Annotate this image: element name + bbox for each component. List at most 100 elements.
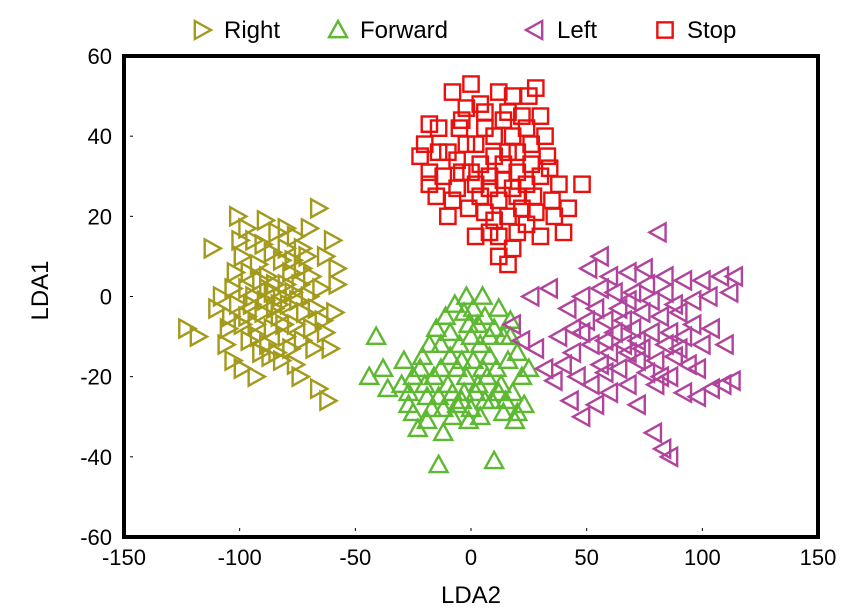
data-point: [630, 337, 651, 360]
data-point: [489, 227, 508, 246]
data-point: [323, 229, 344, 252]
data-point: [418, 333, 441, 353]
data-point: [658, 445, 679, 468]
data-point: [616, 289, 637, 312]
data-point: [570, 405, 591, 428]
data-point: [471, 285, 494, 305]
data-point: [686, 385, 707, 408]
series-right: [178, 197, 349, 412]
legend-item-left: Left: [523, 17, 597, 44]
data-point: [450, 349, 473, 370]
data-point: [427, 385, 450, 406]
points-layer: [178, 75, 744, 474]
y-axis-title: LDA1: [27, 260, 54, 320]
data-point: [425, 317, 448, 337]
legend-label: Right: [224, 17, 280, 44]
data-point: [589, 245, 609, 268]
data-point: [457, 99, 476, 117]
data-point: [526, 79, 545, 97]
legend-marker-triangle-right-icon: [193, 18, 214, 42]
data-point: [556, 297, 577, 320]
data-point: [372, 357, 395, 378]
x-tick-label: -50: [339, 545, 371, 570]
data-point: [489, 83, 508, 101]
data-point: [506, 341, 529, 362]
data-point: [524, 337, 545, 360]
data-point: [316, 245, 337, 268]
data-point: [575, 309, 596, 332]
data-point: [466, 227, 485, 246]
data-point: [252, 269, 272, 292]
data-point: [240, 261, 261, 284]
data-point: [593, 361, 614, 384]
data-point: [635, 273, 656, 296]
legend-label: Forward: [360, 17, 448, 44]
data-point: [508, 223, 527, 242]
x-tick-label: 0: [465, 545, 477, 570]
data-point: [455, 285, 478, 305]
data-point: [612, 309, 633, 332]
y-tick-label: -20: [80, 365, 112, 390]
data-point: [485, 357, 508, 378]
data-point: [420, 163, 439, 182]
data-point: [593, 329, 614, 352]
data-point: [434, 305, 457, 325]
data-point: [697, 285, 718, 308]
data-point: [616, 261, 637, 284]
data-point: [519, 285, 540, 308]
data-point: [663, 293, 683, 316]
legend-marker-triangle-left-icon: [523, 18, 544, 42]
data-point: [552, 353, 572, 376]
data-point: [547, 325, 568, 348]
data-point: [485, 147, 503, 166]
data-point: [559, 199, 578, 218]
data-point: [443, 293, 466, 313]
data-point: [284, 281, 305, 304]
data-point: [411, 345, 434, 366]
data-point: [499, 207, 517, 226]
data-point: [476, 119, 494, 138]
data-point: [293, 329, 314, 352]
y-tick-label: 40: [88, 124, 112, 149]
x-tick-label: 50: [574, 545, 598, 570]
data-point: [487, 297, 510, 317]
y-tick-label: 0: [100, 285, 112, 310]
data-point: [626, 329, 646, 352]
data-point: [429, 357, 452, 378]
data-point: [259, 277, 279, 300]
data-point: [478, 325, 501, 345]
data-point: [554, 223, 573, 242]
data-point: [649, 365, 670, 388]
data-point: [672, 325, 693, 348]
data-point: [252, 341, 272, 364]
data-point: [446, 393, 469, 414]
data-point: [263, 317, 284, 340]
data-point: [416, 409, 439, 430]
data-point: [598, 381, 619, 404]
data-point: [565, 365, 586, 388]
data-point: [429, 333, 452, 353]
data-point: [300, 217, 321, 240]
data-point: [653, 333, 674, 356]
data-point: [651, 437, 672, 460]
data-point: [573, 175, 591, 194]
data-point: [314, 309, 335, 332]
data-point: [178, 317, 198, 340]
data-point: [270, 293, 291, 316]
data-point: [462, 297, 485, 317]
data-point: [233, 245, 254, 268]
data-point: [453, 301, 476, 321]
data-point: [453, 381, 476, 402]
x-tick-label: 100: [684, 545, 721, 570]
data-point: [392, 349, 415, 370]
data-point: [607, 297, 628, 320]
data-point: [189, 325, 210, 348]
data-point: [464, 381, 487, 402]
data-point: [720, 369, 741, 392]
data-point: [473, 305, 496, 325]
data-point: [471, 95, 490, 113]
data-point: [289, 289, 309, 312]
data-point: [432, 397, 455, 418]
data-point: [376, 377, 399, 398]
